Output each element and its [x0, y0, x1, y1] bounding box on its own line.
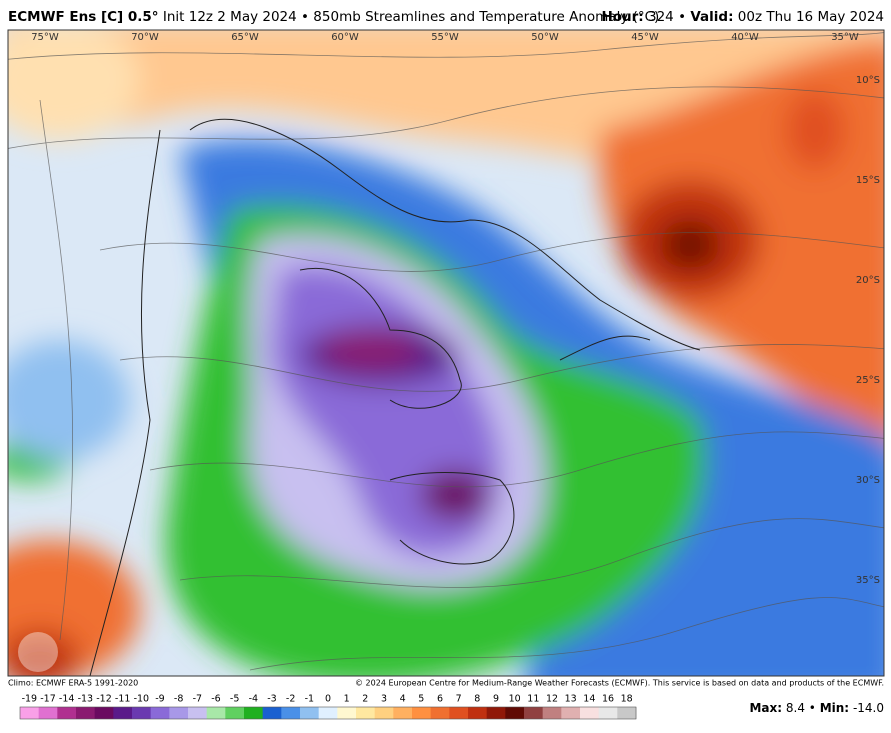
colorbar-label: 1	[344, 694, 350, 705]
longitude-label: 50°W	[531, 32, 559, 43]
colorbar-swatch	[76, 707, 96, 719]
colorbar-label: -19	[22, 694, 38, 705]
colorbar-swatch	[281, 707, 301, 719]
colorbar-swatch	[505, 707, 525, 719]
colorbar-label: -8	[174, 694, 183, 705]
colorbar-label: 10	[509, 694, 521, 705]
map-frame	[7, 29, 885, 677]
colorbar-label: 5	[418, 694, 424, 705]
header-valid: Hour: 324 • Valid: 00z Thu 16 May 2024	[601, 9, 884, 25]
colorbar-label: 18	[621, 694, 633, 705]
longitude-label: 70°W	[131, 32, 159, 43]
colorbar-label: -4	[249, 694, 258, 705]
colorbar-swatch	[430, 707, 450, 719]
colorbar-swatch	[561, 707, 581, 719]
colorbar-label: 2	[362, 694, 368, 705]
latitude-label: 30°S	[856, 475, 880, 486]
colorbar-label: 16	[602, 694, 614, 705]
colorbar-frame	[19, 706, 637, 720]
colorbar-swatch	[132, 707, 152, 719]
colorbar-swatch	[188, 707, 208, 719]
colorbar-label: -5	[230, 694, 239, 705]
latitude-label: 15°S	[856, 175, 880, 186]
longitude-label: 45°W	[631, 32, 659, 43]
colorbar-swatch	[318, 707, 338, 719]
colorbar-label: 14	[583, 694, 595, 705]
colorbar-swatch	[206, 707, 226, 719]
copyright: © 2024 European Centre for Medium-Range …	[355, 679, 884, 688]
colorbar-swatch	[393, 707, 413, 719]
climo-note: Climo: ECMWF ERA-5 1991-2020	[8, 679, 138, 688]
colorbar-swatch	[374, 707, 394, 719]
colorbar-swatch	[542, 707, 562, 719]
longitude-label: 35°W	[831, 32, 859, 43]
colorbar-label: 6	[437, 694, 443, 705]
latitude-label: 20°S	[856, 275, 880, 286]
longitude-label: 75°W	[31, 32, 59, 43]
colorbar-label: -9	[155, 694, 164, 705]
colorbar-label: -3	[267, 694, 276, 705]
max-min: Max: 8.4 • Min: -14.0	[749, 701, 884, 715]
borders	[89, 119, 701, 676]
colorbar-swatch	[262, 707, 282, 719]
colorbar-swatch	[38, 707, 58, 719]
colorbar-swatch	[169, 707, 189, 719]
colorbar-swatch	[524, 707, 544, 719]
map	[8, 30, 884, 676]
colorbar-swatch	[20, 707, 40, 719]
colorbar-label: -12	[96, 694, 112, 705]
colorbar-swatch	[580, 707, 600, 719]
latitude-label: 35°S	[856, 575, 880, 586]
colorbar-label: -1	[305, 694, 314, 705]
colorbar-swatch	[113, 707, 133, 719]
colorbar-swatch	[412, 707, 432, 719]
colorbar-label: -7	[193, 694, 202, 705]
colorbar-swatch	[94, 707, 114, 719]
header-title: ECMWF Ens [C] 0.5° Init 12z 2 May 2024 •…	[8, 9, 659, 25]
streamlines	[8, 32, 884, 671]
colorbar-label: -11	[115, 694, 131, 705]
colorbar-label: -2	[286, 694, 295, 705]
colorbar-label: -10	[134, 694, 150, 705]
colorbar-label: -6	[211, 694, 220, 705]
colorbar-swatch	[300, 707, 320, 719]
colorbar-swatch	[598, 707, 618, 719]
latitude-label: 10°S	[856, 75, 880, 86]
colorbar-label: 4	[400, 694, 406, 705]
colorbar-label: 12	[546, 694, 558, 705]
longitude-label: 40°W	[731, 32, 759, 43]
colorbar-swatch	[356, 707, 376, 719]
colorbar-swatch	[449, 707, 469, 719]
colorbar-swatch	[486, 707, 506, 719]
colorbar-label: -17	[40, 694, 56, 705]
colorbar-swatch	[57, 707, 77, 719]
colorbar-label: 8	[474, 694, 480, 705]
longitude-label: 65°W	[231, 32, 259, 43]
colorbar-label: 13	[565, 694, 577, 705]
colorbar-swatch	[468, 707, 488, 719]
colorbar-label: 3	[381, 694, 387, 705]
longitude-label: 60°W	[331, 32, 359, 43]
colorbar-swatch	[244, 707, 264, 719]
colorbar-label: -13	[78, 694, 94, 705]
colorbar-swatch	[337, 707, 357, 719]
colorbar-swatch	[150, 707, 170, 719]
colorbar-label: 0	[325, 694, 331, 705]
longitude-label: 55°W	[431, 32, 459, 43]
colorbar-label: 9	[493, 694, 499, 705]
latitude-label: 25°S	[856, 375, 880, 386]
colorbar-swatch	[617, 707, 637, 719]
colorbar-label: -14	[59, 694, 75, 705]
colorbar-label: 11	[527, 694, 539, 705]
colorbar-swatch	[225, 707, 245, 719]
colorbar-label: 7	[456, 694, 462, 705]
